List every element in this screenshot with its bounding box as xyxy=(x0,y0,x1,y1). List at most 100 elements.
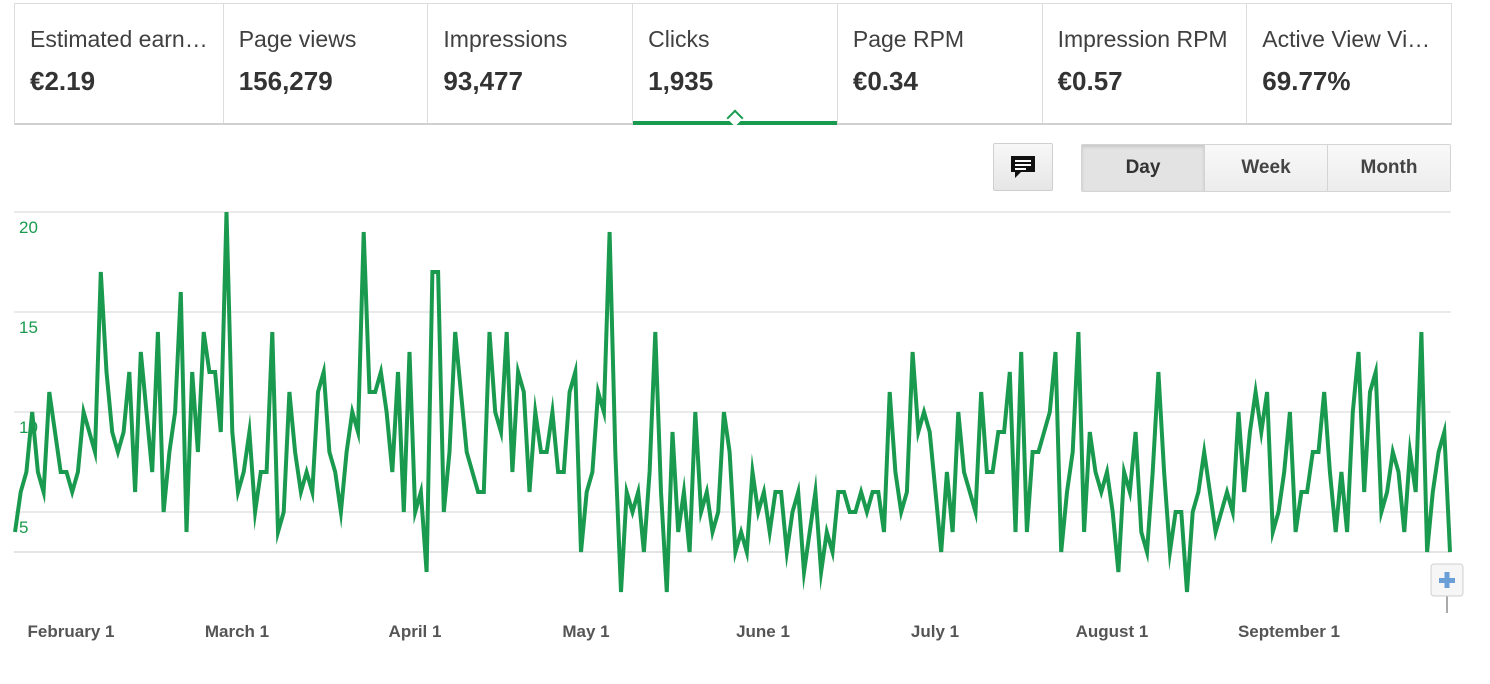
data-point xyxy=(700,511,703,514)
range-week-button[interactable]: Week xyxy=(1205,145,1328,191)
metric-tile-estimated-earn[interactable]: Estimated earn… €2.19 xyxy=(15,4,224,123)
data-point xyxy=(111,431,114,434)
data-point xyxy=(208,371,211,374)
zoom-button[interactable] xyxy=(1430,563,1464,597)
data-point xyxy=(1111,511,1114,514)
data-point xyxy=(968,491,971,494)
data-point xyxy=(717,511,720,514)
range-month-button[interactable]: Month xyxy=(1328,145,1450,191)
data-point xyxy=(1391,451,1394,454)
metric-tile-clicks[interactable]: Clicks 1,935 xyxy=(633,4,838,127)
data-point xyxy=(1191,511,1194,514)
annotation-button[interactable] xyxy=(993,143,1053,191)
data-point xyxy=(871,491,874,494)
data-point xyxy=(654,331,657,334)
data-point xyxy=(985,471,988,474)
data-point xyxy=(1426,551,1429,554)
data-point xyxy=(905,491,908,494)
range-day-button[interactable]: Day xyxy=(1082,145,1205,191)
y-tick-label: 5 xyxy=(19,518,28,537)
data-point xyxy=(231,431,234,434)
x-tick-label: September 1 xyxy=(1238,622,1340,641)
data-point xyxy=(877,491,880,494)
metric-value: 156,279 xyxy=(238,66,333,96)
data-point xyxy=(562,471,565,474)
data-point xyxy=(379,371,382,374)
x-tick-label: April 1 xyxy=(389,622,442,641)
metric-tile-impressions[interactable]: Impressions 93,477 xyxy=(428,4,634,123)
data-point xyxy=(1197,491,1200,494)
data-point xyxy=(1294,531,1297,534)
data-point xyxy=(808,531,811,534)
data-point xyxy=(214,371,217,374)
data-point xyxy=(1340,471,1343,474)
data-point xyxy=(1020,351,1023,354)
data-point xyxy=(82,411,85,414)
metric-tile-active-view-vi[interactable]: Active View Vi… 69.77% xyxy=(1247,4,1451,123)
metric-tile-impression-rpm[interactable]: Impression RPM €0.57 xyxy=(1043,4,1248,123)
data-point xyxy=(780,491,783,494)
metric-label: Estimated earn… xyxy=(30,26,208,52)
data-point xyxy=(917,431,920,434)
data-point xyxy=(437,271,440,274)
data-point xyxy=(528,491,531,494)
data-point xyxy=(442,511,445,514)
data-point xyxy=(465,451,468,454)
y-tick-label: 20 xyxy=(19,218,38,237)
metric-tile-page-rpm[interactable]: Page RPM €0.34 xyxy=(838,4,1043,123)
data-point xyxy=(76,471,79,474)
data-point xyxy=(294,451,297,454)
metric-tile-page-views[interactable]: Page views 156,279 xyxy=(224,4,429,123)
data-point xyxy=(1008,371,1011,374)
data-point xyxy=(534,411,537,414)
data-point xyxy=(688,551,691,554)
data-point xyxy=(682,491,685,494)
data-point xyxy=(883,531,886,534)
data-point xyxy=(1437,451,1440,454)
data-point xyxy=(162,511,165,514)
data-point xyxy=(694,411,697,414)
data-point xyxy=(271,331,274,334)
data-point xyxy=(574,371,577,374)
data-point xyxy=(174,411,177,414)
data-point xyxy=(1174,511,1177,514)
clicks-series-line xyxy=(13,211,1452,593)
data-point xyxy=(425,571,428,574)
data-point xyxy=(1083,531,1086,534)
data-point xyxy=(1094,471,1097,474)
data-point xyxy=(1203,451,1206,454)
data-point xyxy=(1300,491,1303,494)
x-tick-label: August 1 xyxy=(1076,622,1149,641)
data-point xyxy=(31,411,34,414)
data-point xyxy=(482,491,485,494)
metric-value: 93,477 xyxy=(443,66,523,96)
data-point xyxy=(237,491,240,494)
data-point xyxy=(414,511,417,514)
data-point xyxy=(620,591,623,594)
data-point xyxy=(1003,431,1006,434)
data-point xyxy=(419,491,422,494)
data-point xyxy=(1071,451,1074,454)
data-point xyxy=(797,491,800,494)
data-point xyxy=(865,511,868,514)
data-point xyxy=(1043,431,1046,434)
data-point xyxy=(597,391,600,394)
data-point xyxy=(517,371,520,374)
data-point xyxy=(602,411,605,414)
data-point xyxy=(1220,511,1223,514)
data-point xyxy=(557,471,560,474)
data-point xyxy=(374,391,377,394)
data-point xyxy=(888,391,891,394)
data-point xyxy=(48,391,51,394)
data-point xyxy=(179,291,182,294)
metric-value: 69.77% xyxy=(1262,66,1351,96)
data-point xyxy=(551,411,554,414)
data-point xyxy=(88,431,91,434)
data-point xyxy=(1031,451,1034,454)
metric-value: €2.19 xyxy=(30,66,96,96)
data-point xyxy=(1266,391,1269,394)
data-point xyxy=(1306,491,1309,494)
data-point xyxy=(837,491,840,494)
data-point xyxy=(980,391,983,394)
data-point xyxy=(156,331,159,334)
